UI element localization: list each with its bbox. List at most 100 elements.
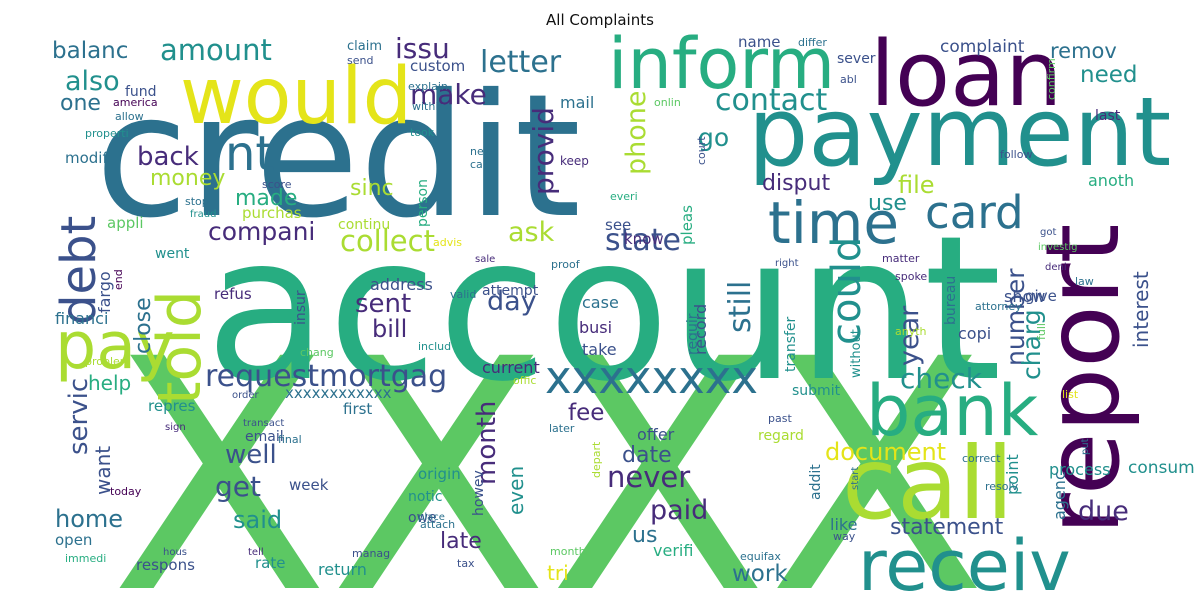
word-work: work (732, 561, 788, 587)
word-full: full (1035, 323, 1048, 340)
word-home: home (55, 505, 123, 533)
word-insur: insur (293, 290, 309, 325)
word-due: due (1078, 496, 1129, 527)
word-payment: payment (748, 78, 1171, 188)
word-bill: bill (372, 315, 407, 343)
word-addit: addit (808, 464, 824, 500)
word-origin: origin (418, 465, 461, 483)
word-like: like (830, 515, 857, 534)
word-offer: offer (637, 425, 675, 444)
word-purchas: purchas (242, 204, 302, 222)
word-order: order (232, 390, 260, 401)
word-notic: notic (408, 489, 443, 505)
word-tell: tell (248, 547, 264, 558)
word-advis: advis (433, 236, 462, 249)
word-consum: consum (1128, 458, 1195, 478)
word-fargo: fargo (95, 271, 114, 313)
word-first: first (343, 400, 372, 418)
word-interest: interest (1129, 271, 1153, 348)
word-point: point (1003, 454, 1022, 495)
word-car: car (470, 158, 488, 171)
word-send: send (347, 54, 373, 67)
word-everi: everi (610, 190, 638, 203)
word-go: go (698, 123, 729, 152)
word-collect: collect (340, 224, 435, 258)
word-final: final (278, 433, 302, 446)
word-contact: contact (715, 83, 828, 118)
word-resolv: resolv (985, 480, 1019, 493)
word-credit: credit (95, 58, 581, 256)
word-follow: follow (1000, 148, 1032, 161)
word-right: right (775, 258, 799, 269)
word-transfer: transfer (783, 316, 799, 372)
word-week: week (289, 476, 329, 494)
word-tax: tax (457, 557, 475, 570)
word-receiv: receiv (858, 525, 1071, 600)
word-valid: valid (450, 288, 476, 301)
word-name: name (738, 33, 781, 51)
word-custom: custom (410, 57, 465, 75)
word-tri: tri (547, 561, 569, 585)
word-paid: paid (650, 495, 708, 526)
word-return: return (318, 560, 367, 579)
word-well: well (225, 440, 277, 470)
word-phone: phone (621, 91, 652, 176)
word-debt: debt (51, 216, 107, 325)
word-check: check (900, 362, 983, 395)
word-statement: statement (890, 515, 1004, 540)
word-chang: chang (300, 346, 334, 359)
word-hous: hous (163, 547, 187, 558)
word-address: address (370, 275, 433, 294)
word-money: money (150, 166, 225, 191)
word-state: state (605, 223, 681, 258)
word-problem: problem (85, 355, 131, 368)
word-properti: properti (85, 127, 129, 140)
word-close: close (131, 297, 156, 354)
word-claim: claim (347, 39, 382, 54)
word-also: also (65, 66, 120, 97)
word-copi: copi (958, 324, 991, 343)
word-repres: repres (148, 397, 196, 415)
word-would: would (180, 52, 412, 142)
word-last: last (1095, 108, 1121, 124)
word-abl: abl (840, 73, 857, 86)
word-pay: pay (55, 309, 175, 384)
word-immedi: immedi (65, 552, 106, 565)
word-never: never (607, 460, 690, 494)
word-issu: issu (395, 32, 450, 65)
word-explain: explain (408, 80, 448, 93)
word-attorney: attorney (975, 300, 1022, 313)
word-correct: correct (962, 452, 1001, 465)
word-score: score (262, 178, 292, 191)
word-law: law (1075, 275, 1094, 288)
word-time: time (768, 189, 899, 257)
word-later: later (549, 422, 575, 435)
word-differ: differ (798, 36, 827, 49)
word-way: way (833, 530, 856, 543)
word-amount: amount (160, 33, 272, 67)
word-manag: manag (352, 547, 390, 560)
word-refus: refus (214, 285, 252, 303)
word-disput: disput (762, 171, 830, 196)
word-keep: keep (560, 154, 589, 168)
word-pleas: pleas (678, 205, 696, 245)
word-attach: attach (420, 518, 455, 531)
word-xxxxxxxx: xxxxxxxx (545, 351, 758, 404)
word-account: account (205, 193, 1002, 426)
word-got: got (1040, 227, 1056, 238)
word-card: card (925, 186, 1024, 239)
word-inform: inform (608, 23, 835, 105)
word-see: see (605, 216, 631, 234)
word-allow: allow (115, 110, 144, 123)
word-bank: bank (866, 370, 1039, 452)
word-year: year (894, 305, 925, 366)
word-anoth: anoth (1088, 171, 1134, 190)
word-show: show (1004, 287, 1045, 306)
word-monthli: monthli (550, 545, 592, 558)
word-deni: deni (1045, 262, 1067, 273)
word-depart: depart (590, 441, 603, 478)
word-XXXX: XXXX (110, 292, 987, 600)
word-even: even (504, 466, 528, 515)
word-made: made (235, 186, 297, 211)
